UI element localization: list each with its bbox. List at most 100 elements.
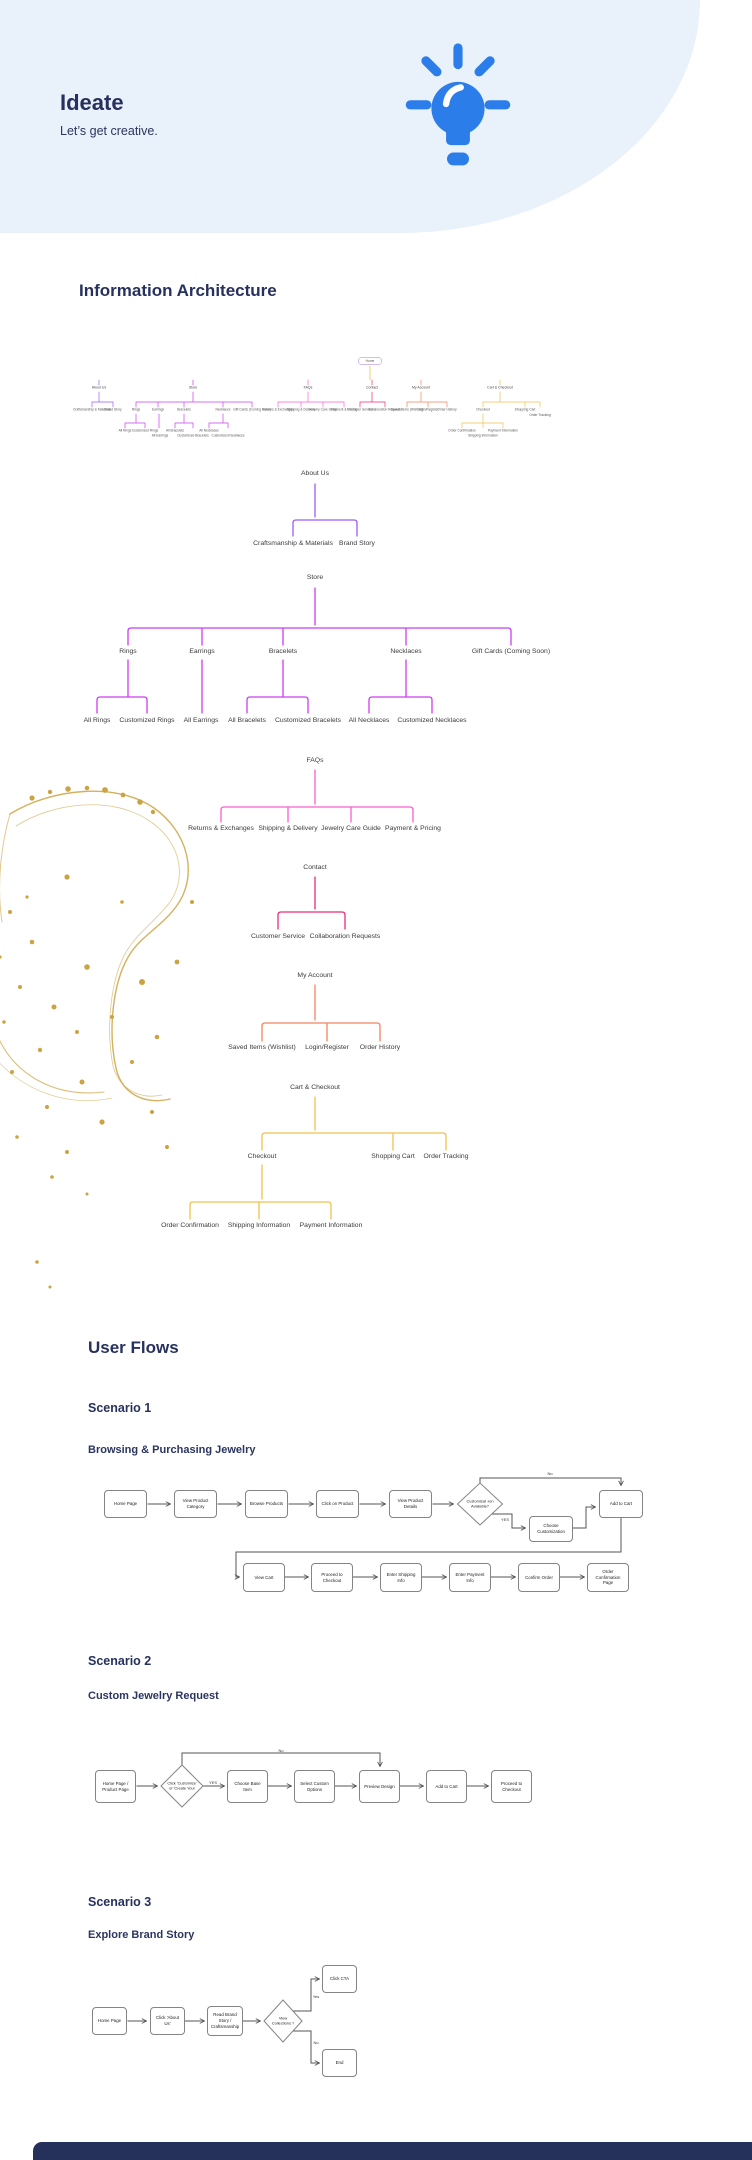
sitemap-node: Checkout (247, 1153, 277, 1160)
flow-edge-label: YES (500, 1517, 510, 1522)
sitemap-subtree-connectors (96, 483, 512, 1220)
flow-step: Preview Design (359, 1770, 400, 1803)
flow-edge-label: No (278, 1748, 284, 1753)
sitemap-root-node: Home (358, 357, 382, 365)
sitemap-node: Rings (119, 648, 137, 655)
scenario3-label: Scenario 3 (88, 1895, 152, 1909)
flow-edge-label: Yes (312, 1994, 320, 1999)
sitemap-node: All Necklaces (199, 429, 219, 433)
sitemap-node: All Earrings (151, 434, 169, 438)
sitemap-node: Craftsmanship & Materials (72, 408, 112, 412)
user-flow-connectors (127, 1477, 752, 2120)
sitemap-node: Order Confirmation (161, 1222, 219, 1229)
sitemap-node: Checkout (476, 408, 490, 412)
sitemap-node: Login/Register (417, 408, 439, 412)
flow-step: Proceed to Checkout (311, 1563, 353, 1592)
sitemap-node: Craftsmanship & Materials (253, 540, 333, 547)
flow-edge-label: YES (208, 1780, 218, 1785)
sitemap-node: Cart & Checkout (290, 1084, 340, 1091)
sitemap-node: Order Tracking (423, 1153, 469, 1160)
footer-bar (33, 2142, 752, 2160)
sitemap-node: Customized Rings (119, 717, 175, 724)
scenario3-subtitle: Explore Brand Story (88, 1929, 195, 1941)
page-title: Ideate (60, 90, 124, 115)
sitemap-node: Returns & Exchanges (262, 408, 294, 412)
sitemap-node: My Account (297, 972, 333, 979)
flow-step: Confirm Order (518, 1563, 560, 1592)
sitemap-node: Shopping Cart (514, 408, 536, 412)
flow-edge-label: No (313, 2040, 319, 2045)
flow-step: Proceed to Checkout (491, 1770, 532, 1803)
sitemap-node: Order Confirmation (448, 429, 476, 433)
flow-step: Choose Customization (529, 1516, 573, 1542)
flow-step: Select Custom Options (294, 1770, 335, 1803)
sitemap-node: Shipping Information (227, 1222, 291, 1229)
sitemap-node: Order History (437, 408, 457, 412)
sitemap-node: All Necklaces (348, 717, 390, 724)
flow-decision: View Collections ? (271, 2015, 295, 2025)
flow-step: Read Brand Story / Craftsmanship (207, 2006, 243, 2036)
flow-step: Home Page / Product Page (95, 1770, 136, 1803)
flow-step: View Product Category (174, 1490, 217, 1518)
sitemap-node: Customized Rings (131, 429, 159, 433)
flow-step: Home Page (104, 1490, 147, 1518)
sitemap-node: Collaboration Requests (368, 408, 402, 412)
sitemap-node: Customer Service (347, 408, 373, 412)
flow-step: Order Confirmation Page (587, 1563, 629, 1592)
sitemap-node: Cart & Checkout (487, 386, 513, 390)
flow-step: End (322, 2049, 357, 2077)
hero-banner (0, 0, 700, 233)
scenario2-subtitle: Custom Jewelry Request (88, 1690, 219, 1702)
sitemap-node: Rings (131, 408, 141, 412)
flow-step: Home Page (92, 2007, 127, 2035)
sitemap-node: All Rings (83, 717, 111, 724)
sitemap-node: Returns & Exchanges (188, 825, 254, 832)
sitemap-node: Payment Information (299, 1222, 363, 1229)
sitemap-node: Shipping & Delivery (286, 408, 316, 412)
sitemap-node: Gift Cards (Coming Soon) (233, 408, 271, 412)
sitemap-node: All Bracelets (228, 717, 266, 724)
flow-step: View Product Details (389, 1490, 432, 1518)
sitemap-node: Shipping & Delivery (258, 825, 318, 832)
scenario1-subtitle: Browsing & Purchasing Jewelry (88, 1444, 256, 1456)
sitemap-node: Saved Items (Wishlist) (228, 1044, 296, 1051)
sitemap-node: Necklaces (215, 408, 231, 412)
sitemap-node: All Earrings (183, 717, 219, 724)
sitemap-overview-connectors (91, 365, 541, 429)
sitemap-node: Customized Bracelets (274, 717, 342, 724)
flow-decision: Customisat -ion Available? (466, 1498, 494, 1508)
sitemap-node: Payment & Pricing (330, 408, 358, 412)
sitemap-node: Gift Cards (Coming Soon) (471, 648, 551, 655)
sitemap-node: Bracelets (268, 648, 298, 655)
scenario1-label: Scenario 1 (88, 1401, 152, 1415)
sitemap-node: All Bracelets (165, 429, 185, 433)
flow-step: Click on Product (316, 1490, 359, 1518)
sitemap-node: Customized Necklaces (397, 717, 467, 724)
section-title-user-flows: User Flows (88, 1338, 179, 1357)
sitemap-node: Shopping Cart (371, 1153, 415, 1160)
sitemap-node: Jewelry Care Guide (308, 408, 338, 412)
sitemap-node: Saved Items (Wishlist) (390, 408, 424, 412)
flow-edge-label: No (547, 1471, 553, 1476)
sitemap-node: Payment & Pricing (385, 825, 441, 832)
sitemap-node: About Us (91, 386, 107, 390)
sitemap-node: My Account (411, 386, 431, 390)
flow-step: Add to Cart (426, 1770, 467, 1803)
sitemap-node: Earrings (151, 408, 165, 412)
sitemap-node: Customized Bracelets (177, 434, 209, 438)
section-title-information-architecture: Information Architecture (79, 281, 277, 300)
sitemap-node: Customized Necklaces (211, 434, 245, 438)
sitemap-node: Brand Story (339, 540, 375, 547)
sitemap-node: Store (306, 574, 324, 581)
sitemap-node: All Rings (118, 429, 132, 433)
sitemap-node: Contact (303, 864, 327, 871)
sitemap-node: Necklaces (390, 648, 422, 655)
sitemap-node: Order Tracking (529, 413, 551, 418)
sitemap-node: Jewelry Care Guide (321, 825, 381, 832)
page-subtitle: Let’s get creative. (60, 124, 158, 138)
decision-diamond (456, 1482, 504, 1526)
flow-step: Click CTA (322, 1965, 357, 1993)
flow-step: Click 'About Us' (150, 2007, 185, 2035)
sitemap-node: About Us (301, 470, 329, 477)
